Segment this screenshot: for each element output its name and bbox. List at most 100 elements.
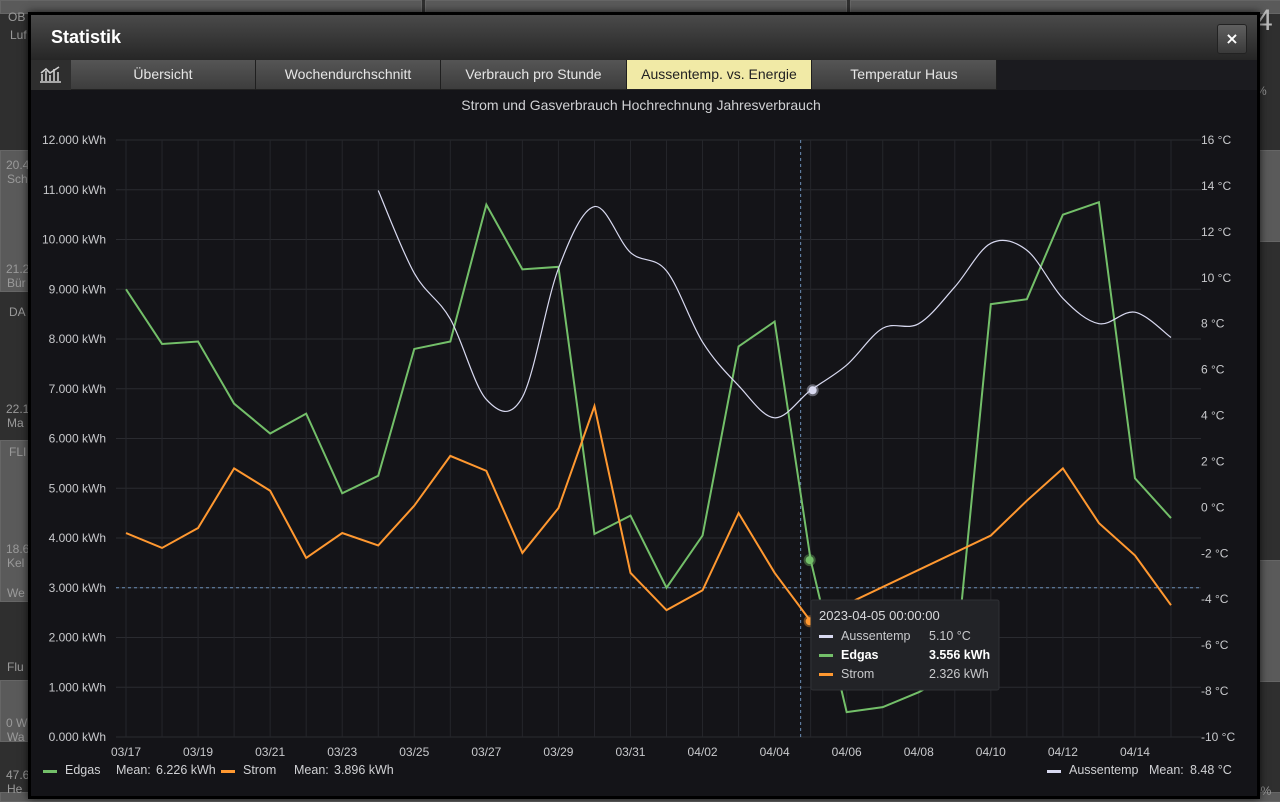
background-text: DA — [9, 305, 26, 319]
background-text: He — [7, 782, 23, 796]
x-tick-label: 04/08 — [904, 745, 934, 759]
background-text: 20.4 — [6, 158, 30, 172]
y-right-tick-label: 0 °C — [1201, 500, 1225, 514]
x-tick-label: 03/23 — [327, 745, 357, 759]
tooltip-box — [810, 599, 1000, 691]
series-line-strom — [125, 402, 1172, 623]
tooltip-series-value: 2.326 kWh — [929, 667, 989, 681]
x-tick-label: 03/19 — [183, 745, 213, 759]
background-text: 22.1 — [6, 402, 30, 416]
tab-aussentemp-vs-energie[interactable]: Aussentemp. vs. Energie — [627, 60, 812, 90]
y-right-tick-label: 4 °C — [1201, 409, 1225, 423]
chart-panel: Strom und Gasverbrauch Hochrechnung Jahr… — [31, 90, 1257, 796]
background-text: 21.2 — [6, 262, 30, 276]
chart-title: Strom und Gasverbrauch Hochrechnung Jahr… — [461, 97, 821, 113]
y-right-tick-label: -6 °C — [1201, 638, 1229, 652]
y-right-tick-label: 12 °C — [1201, 225, 1231, 239]
x-tick-label: 04/04 — [760, 745, 790, 759]
dialog-title: Statistik — [51, 27, 122, 47]
energy-temperature-chart: Strom und Gasverbrauch Hochrechnung Jahr… — [42, 97, 1236, 777]
background-text: 47.6 — [6, 768, 30, 782]
background-text: Wa — [7, 730, 25, 744]
y-right-tick-label: 10 °C — [1201, 271, 1231, 285]
tooltip-title: 2023-04-05 00:00:00 — [819, 608, 940, 623]
y-left-tick-label: 4.000 kWh — [49, 531, 106, 545]
tooltip-series-name: Aussentemp — [841, 629, 911, 643]
y-left-tick-label: 0.000 kWh — [49, 730, 106, 744]
tab-temperatur-haus[interactable]: Temperatur Haus — [812, 60, 997, 90]
y-left-tick-label: 3.000 kWh — [49, 581, 106, 595]
background-tile — [0, 680, 30, 742]
series-line-aussentemp — [377, 190, 1172, 419]
y-left-tick-label: 9.000 kWh — [49, 282, 106, 296]
y-left-tick-label: 5.000 kWh — [49, 481, 106, 495]
tab-uebersicht[interactable]: Übersicht — [71, 60, 256, 90]
legend-item-name: Strom — [243, 763, 276, 777]
tab-list: Übersicht Wochendurchschnitt Verbrauch p… — [71, 60, 997, 90]
background-text: Bür — [7, 276, 26, 290]
y-left-tick-label: 7.000 kWh — [49, 382, 106, 396]
tab-wochendurchschnitt[interactable]: Wochendurchschnitt — [256, 60, 441, 90]
x-tick-label: 03/25 — [399, 745, 429, 759]
background-text: OB — [8, 10, 26, 24]
y-left-tick-label: 6.000 kWh — [49, 432, 106, 446]
background-text: 18.6 — [6, 542, 30, 556]
background-text: Kel — [7, 556, 25, 570]
background-text: Ma — [7, 416, 24, 430]
y-right-tick-label: 2 °C — [1201, 454, 1225, 468]
y-left-tick-label: 10.000 kWh — [42, 233, 106, 247]
legend-mean-value: 8.48 °C — [1190, 763, 1232, 777]
y-right-tick-label: -4 °C — [1201, 592, 1229, 606]
tooltip-series-name: Edgas — [841, 648, 879, 662]
x-tick-label: 03/27 — [471, 745, 501, 759]
tooltip-series-name: Strom — [841, 667, 874, 681]
y-left-tick-label: 12.000 kWh — [42, 133, 106, 147]
background-text: 4 — [1256, 4, 1273, 37]
legend-swatch-edgas[interactable] — [43, 770, 57, 773]
close-button[interactable]: × — [1217, 24, 1247, 54]
legend-mean-value: 3.896 kWh — [334, 763, 394, 777]
y-left-tick-label: 11.000 kWh — [43, 183, 106, 197]
hover-point-edgas — [805, 556, 814, 565]
legend-mean-value: 6.226 kWh — [156, 763, 216, 777]
legend-item-name: Aussentemp — [1069, 763, 1139, 777]
x-tick-label: 03/21 — [255, 745, 285, 759]
tooltip-series-value: 3.556 kWh — [929, 648, 990, 662]
legend-item-name: Edgas — [65, 763, 100, 777]
tab-verbrauch-pro-stunde[interactable]: Verbrauch pro Stunde — [441, 60, 627, 90]
statistik-dialog: Statistik × Übersicht Wochendurchschnitt… — [28, 12, 1260, 799]
x-tick-label: 04/06 — [832, 745, 862, 759]
legend-swatch-strom[interactable] — [221, 770, 235, 773]
background-text: Flu — [7, 660, 24, 674]
y-right-tick-label: 14 °C — [1201, 179, 1231, 193]
x-tick-label: 04/02 — [688, 745, 718, 759]
y-right-tick-label: 16 °C — [1201, 133, 1231, 147]
background-text: 0 W — [6, 716, 28, 730]
dialog-titlebar: Statistik × — [31, 15, 1257, 60]
background-tile — [0, 150, 30, 292]
legend-swatch-aussentemp[interactable] — [1047, 770, 1061, 773]
chart-icon[interactable] — [31, 60, 72, 90]
legend-mean-label: Mean: — [1149, 763, 1184, 777]
series-line-edgas — [125, 200, 1172, 714]
tooltip-series-value: 5.10 °C — [929, 629, 971, 643]
x-tick-label: 04/10 — [976, 745, 1006, 759]
tooltip-swatch-aussentemp — [819, 635, 833, 638]
y-left-tick-label: 1.000 kWh — [49, 680, 106, 694]
y-right-tick-label: -10 °C — [1201, 730, 1235, 744]
legend-mean-label: Mean: — [116, 763, 151, 777]
legend-mean-label: Mean: — [294, 763, 329, 777]
y-left-tick-label: 8.000 kWh — [49, 332, 106, 346]
background-text: Sch — [7, 172, 28, 186]
x-tick-label: 04/14 — [1120, 745, 1150, 759]
background-tile — [0, 440, 30, 602]
x-tick-label: 04/12 — [1048, 745, 1078, 759]
y-right-tick-label: -8 °C — [1201, 684, 1229, 698]
x-tick-label: 03/31 — [615, 745, 645, 759]
background-text: FLI — [9, 445, 27, 459]
hover-point-aussentemp — [808, 386, 817, 395]
chart-icon-svg — [40, 66, 61, 83]
tab-bar: Übersicht Wochendurchschnitt Verbrauch p… — [31, 60, 1257, 90]
y-right-tick-label: 6 °C — [1201, 363, 1225, 377]
y-right-tick-label: -2 °C — [1201, 546, 1229, 560]
